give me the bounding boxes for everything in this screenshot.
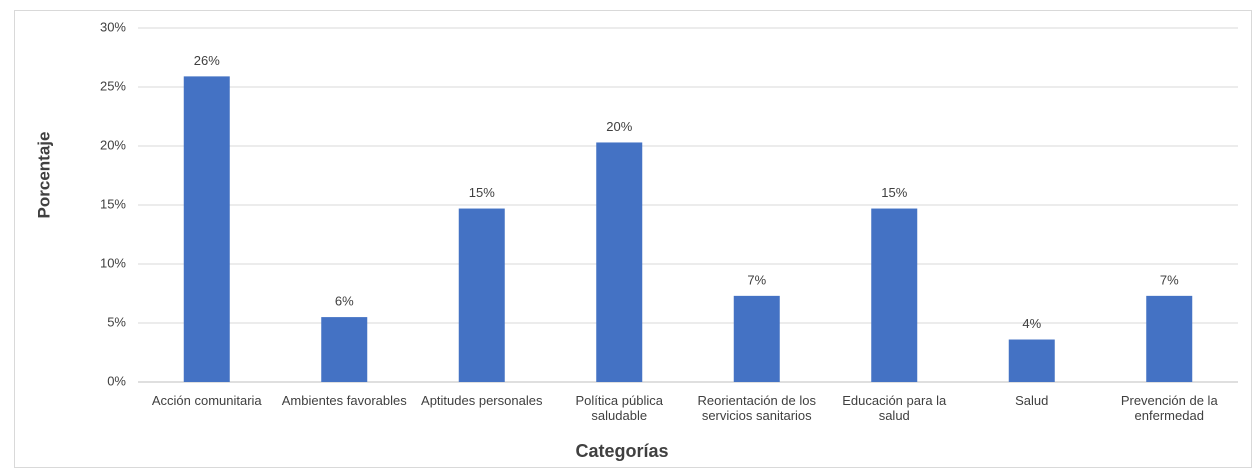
- y-tick-label: 25%: [100, 78, 126, 93]
- bar: [183, 76, 230, 382]
- x-tick-label: Salud: [1015, 393, 1049, 408]
- data-label: 15%: [469, 185, 495, 200]
- y-tick-label: 20%: [100, 137, 126, 152]
- data-label: 7%: [1160, 272, 1179, 287]
- x-tick-label: Reorientación de los servicios sanitario…: [697, 393, 817, 423]
- data-label: 6%: [335, 294, 354, 309]
- x-tick-label: Política pública saludable: [575, 393, 663, 423]
- data-label: 26%: [194, 53, 220, 68]
- x-tick-label: Acción comunitaria: [151, 393, 262, 408]
- bar: [871, 208, 918, 382]
- y-tick-label: 30%: [100, 19, 126, 34]
- x-tick-label: Ambientes favorables: [281, 393, 407, 408]
- x-tick-label: Prevención de la enfermedad: [1120, 393, 1218, 423]
- bar: [1146, 295, 1193, 382]
- bar: [596, 142, 643, 382]
- y-axis-title: Porcentaje: [34, 132, 53, 219]
- bar: [321, 317, 368, 382]
- y-tick-label: 15%: [100, 196, 126, 211]
- y-tick-label: 5%: [107, 314, 126, 329]
- x-axis-title: Categorías: [575, 441, 668, 461]
- data-label: 7%: [747, 272, 766, 287]
- x-tick-label: Educación para la salud: [842, 393, 947, 423]
- x-tick-label: Aptitudes personales: [421, 393, 543, 408]
- y-tick-label: 0%: [107, 373, 126, 388]
- data-label: 20%: [606, 119, 632, 134]
- data-label: 15%: [881, 185, 907, 200]
- bar: [733, 295, 780, 382]
- chart-frame: [14, 10, 1252, 468]
- y-tick-label: 10%: [100, 255, 126, 270]
- bar: [1008, 339, 1055, 382]
- bar: [458, 208, 505, 382]
- data-label: 4%: [1022, 316, 1041, 331]
